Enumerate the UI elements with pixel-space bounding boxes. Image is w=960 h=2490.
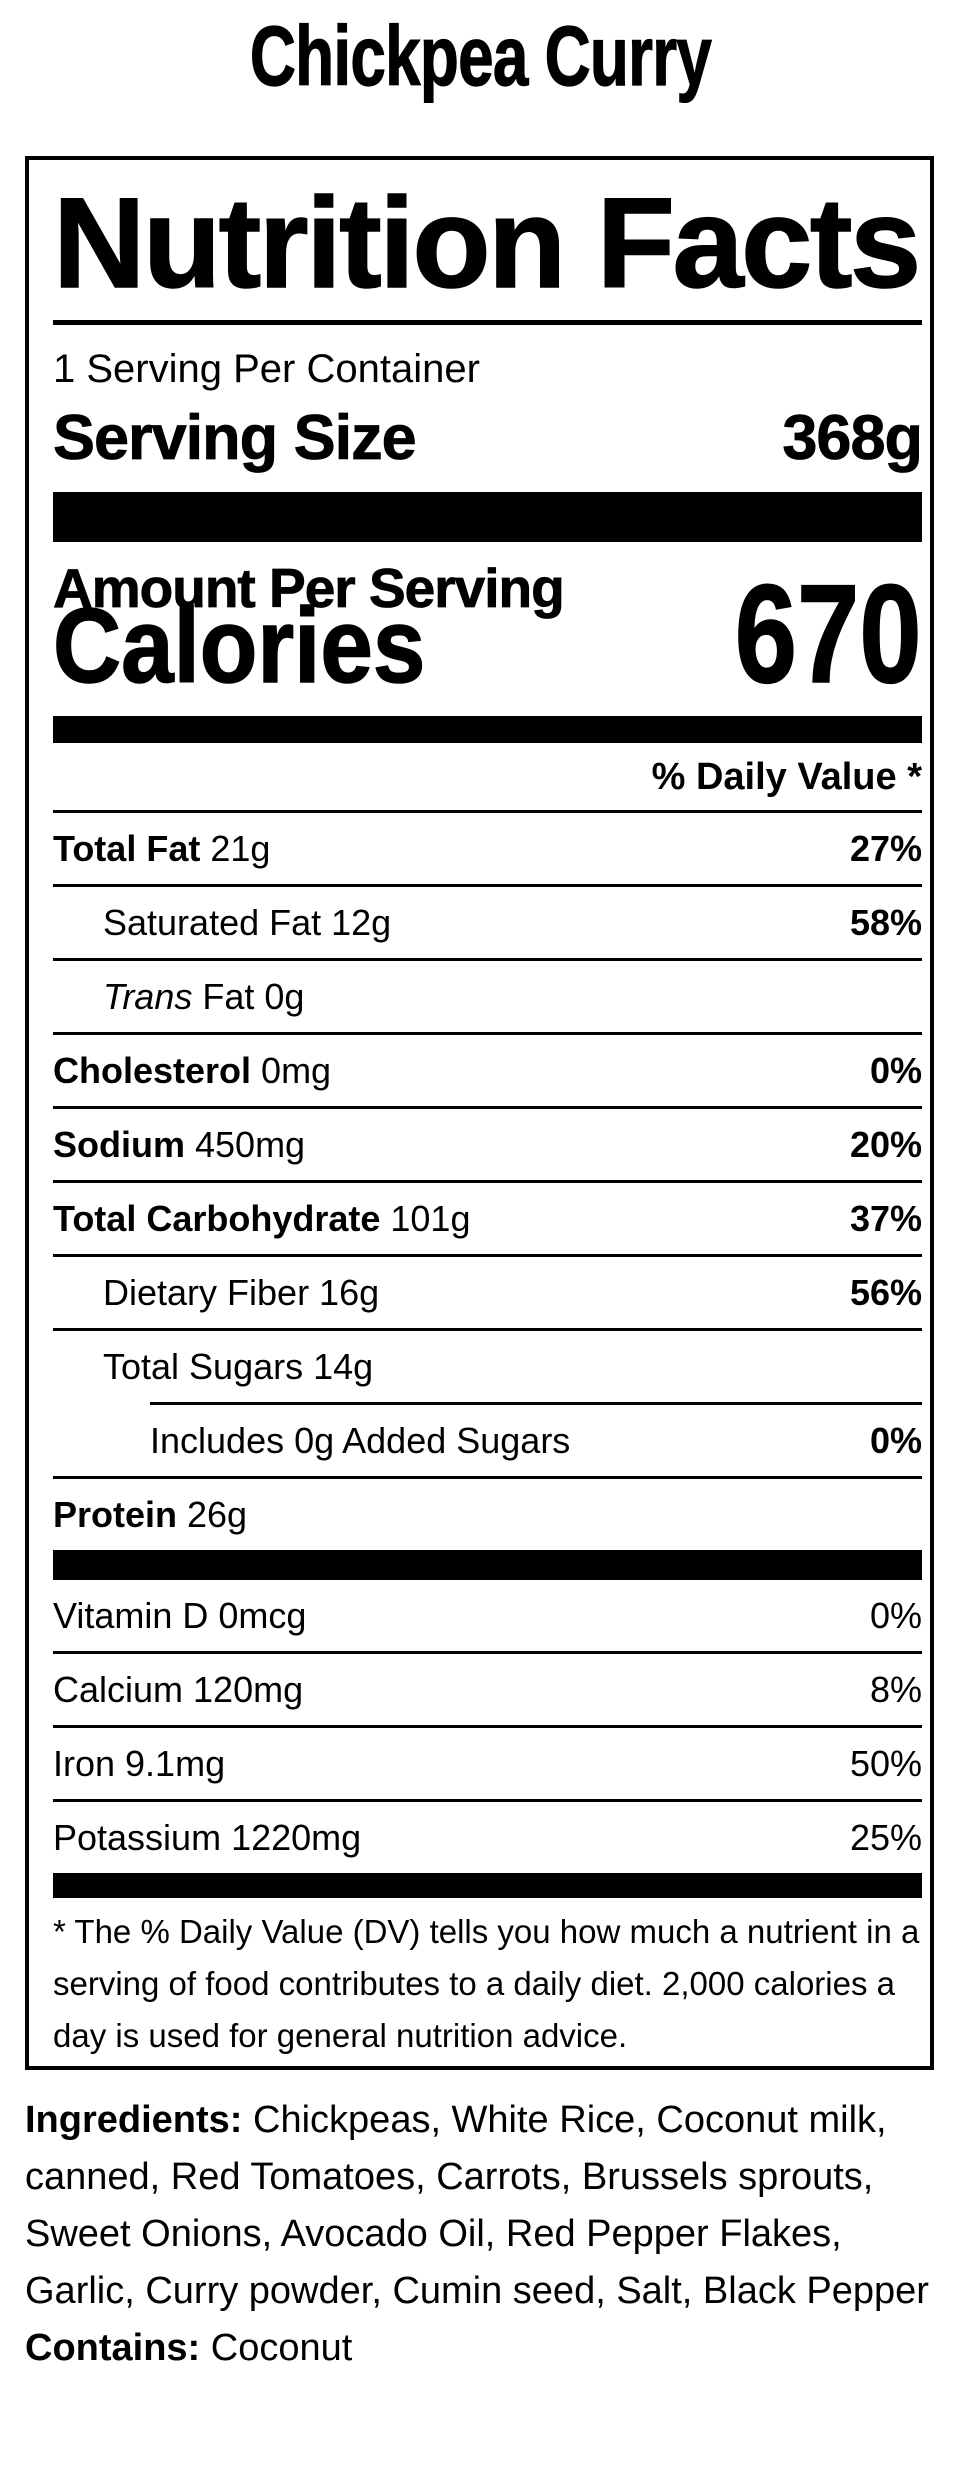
nutrient-row-total-sugars: Total Sugars 14g: [53, 1328, 922, 1402]
vitamin-amount: Vitamin D 0mcg: [53, 1594, 307, 1636]
contains-text: Coconut: [200, 2327, 353, 2369]
nutrition-label-page: Chickpea Curry Nutrition Facts 1 Serving…: [0, 9, 960, 2490]
amount-per-serving-label: Amount Per Serving: [53, 557, 566, 619]
serving-size-row: Serving Size 368g: [53, 403, 924, 473]
nutrition-facts-box: Nutrition Facts 1 Serving Per Container …: [25, 156, 934, 2070]
calories-label: Calories: [52, 587, 426, 705]
nutrient-row-cholesterol: Cholesterol 0mg 0%: [53, 1032, 922, 1106]
serving-size-value: 368g: [782, 403, 923, 473]
daily-value-percent: 58%: [849, 901, 922, 943]
vitamin-row-calcium: Calcium 120mg 8%: [53, 1651, 922, 1725]
nutrient-row-added-sugars: Includes 0g Added Sugars 0%: [150, 1402, 922, 1476]
daily-value-percent: 8%: [869, 1668, 922, 1710]
daily-value-percent: 0%: [869, 1419, 922, 1461]
protein-divider-bar: [53, 1550, 922, 1580]
nutrient-row-sodium: Sodium 450mg 20%: [53, 1106, 922, 1180]
thick-divider-bar: [53, 492, 922, 542]
daily-value-header: % Daily Value *: [651, 756, 922, 798]
nutrient-amount: Fat 0g: [192, 975, 305, 1017]
nutrient-row-trans-fat: Trans Fat 0g: [53, 958, 922, 1032]
vitamin-amount: Potassium 1220mg: [53, 1816, 362, 1858]
nutrient-name: Total Carbohydrate: [53, 1197, 381, 1239]
nutrient-amount: Total Sugars 14g: [103, 1345, 374, 1387]
vitamin-row-iron: Iron 9.1mg 50%: [53, 1725, 922, 1799]
vitamin-amount: Calcium 120mg: [53, 1668, 304, 1710]
ingredients-section: Ingredients: Chickpeas, White Rice, Coco…: [25, 2092, 937, 2377]
nutrient-amount: 21g: [200, 827, 271, 869]
nutrient-row-saturated-fat: Saturated Fat 12g 58%: [53, 884, 922, 958]
calories-row: Calories 670: [52, 555, 923, 712]
nutrient-amount: Saturated Fat 12g: [103, 901, 392, 943]
nutrient-name: Sodium: [53, 1123, 185, 1165]
calories-divider-bar: [53, 716, 922, 743]
nutrient-amount: 101g: [380, 1197, 471, 1239]
nutrition-facts-heading: Nutrition Facts: [52, 172, 922, 315]
daily-value-footnote: * The % Daily Value (DV) tells you how m…: [53, 1913, 920, 2054]
heading-divider: [53, 320, 922, 325]
daily-value-percent: 50%: [849, 1742, 922, 1784]
servings-per-container: 1 Serving Per Container: [53, 347, 480, 391]
nutrient-row-total-fat: Total Fat 21g 27%: [53, 810, 922, 884]
contains-line: Contains: Coconut: [25, 2320, 937, 2377]
vitamin-row-vitamin-d: Vitamin D 0mcg 0%: [53, 1580, 922, 1651]
daily-value-percent: 0%: [869, 1049, 922, 1091]
nutrient-amount: Includes 0g Added Sugars: [150, 1419, 571, 1461]
page-title-text: Chickpea Curry: [249, 9, 712, 103]
serving-size-label: Serving Size: [53, 403, 417, 473]
ingredients-paragraph: Ingredients: Chickpeas, White Rice, Coco…: [25, 2092, 937, 2320]
page-title: Chickpea Curry: [0, 9, 960, 103]
ingredients-text: Chickpeas, White Rice, Coconut milk, can…: [25, 2099, 929, 2312]
nutrient-row-dietary-fiber: Dietary Fiber 16g 56%: [53, 1254, 922, 1328]
contains-label: Contains:: [25, 2327, 201, 2369]
daily-value-percent: 37%: [849, 1197, 922, 1239]
nutrient-name: Cholesterol: [53, 1049, 252, 1091]
nutrient-amount: 26g: [177, 1493, 248, 1535]
daily-value-percent: 0%: [869, 1594, 922, 1636]
nutrient-name: Protein: [53, 1493, 178, 1535]
daily-value-percent: 25%: [849, 1816, 922, 1858]
nutrient-amount: 450mg: [185, 1123, 306, 1165]
nutrient-name: Total Fat: [53, 827, 201, 869]
ingredients-label: Ingredients:: [25, 2099, 243, 2141]
nutrient-amount: Dietary Fiber 16g: [103, 1271, 380, 1313]
nutrient-row-total-carbohydrate: Total Carbohydrate 101g 37%: [53, 1180, 922, 1254]
nutrient-row-protein: Protein 26g: [53, 1476, 922, 1550]
calories-value: 670: [735, 555, 923, 712]
daily-value-percent: 27%: [849, 827, 922, 869]
vitamin-row-potassium: Potassium 1220mg 25%: [53, 1799, 922, 1873]
nutrient-name: Trans: [103, 975, 193, 1017]
vitamin-amount: Iron 9.1mg: [53, 1742, 226, 1784]
vitamins-divider-bar: [53, 1873, 922, 1898]
daily-value-percent: 20%: [849, 1123, 922, 1165]
nutrient-amount: 0mg: [251, 1049, 332, 1091]
daily-value-percent: 56%: [849, 1271, 922, 1313]
